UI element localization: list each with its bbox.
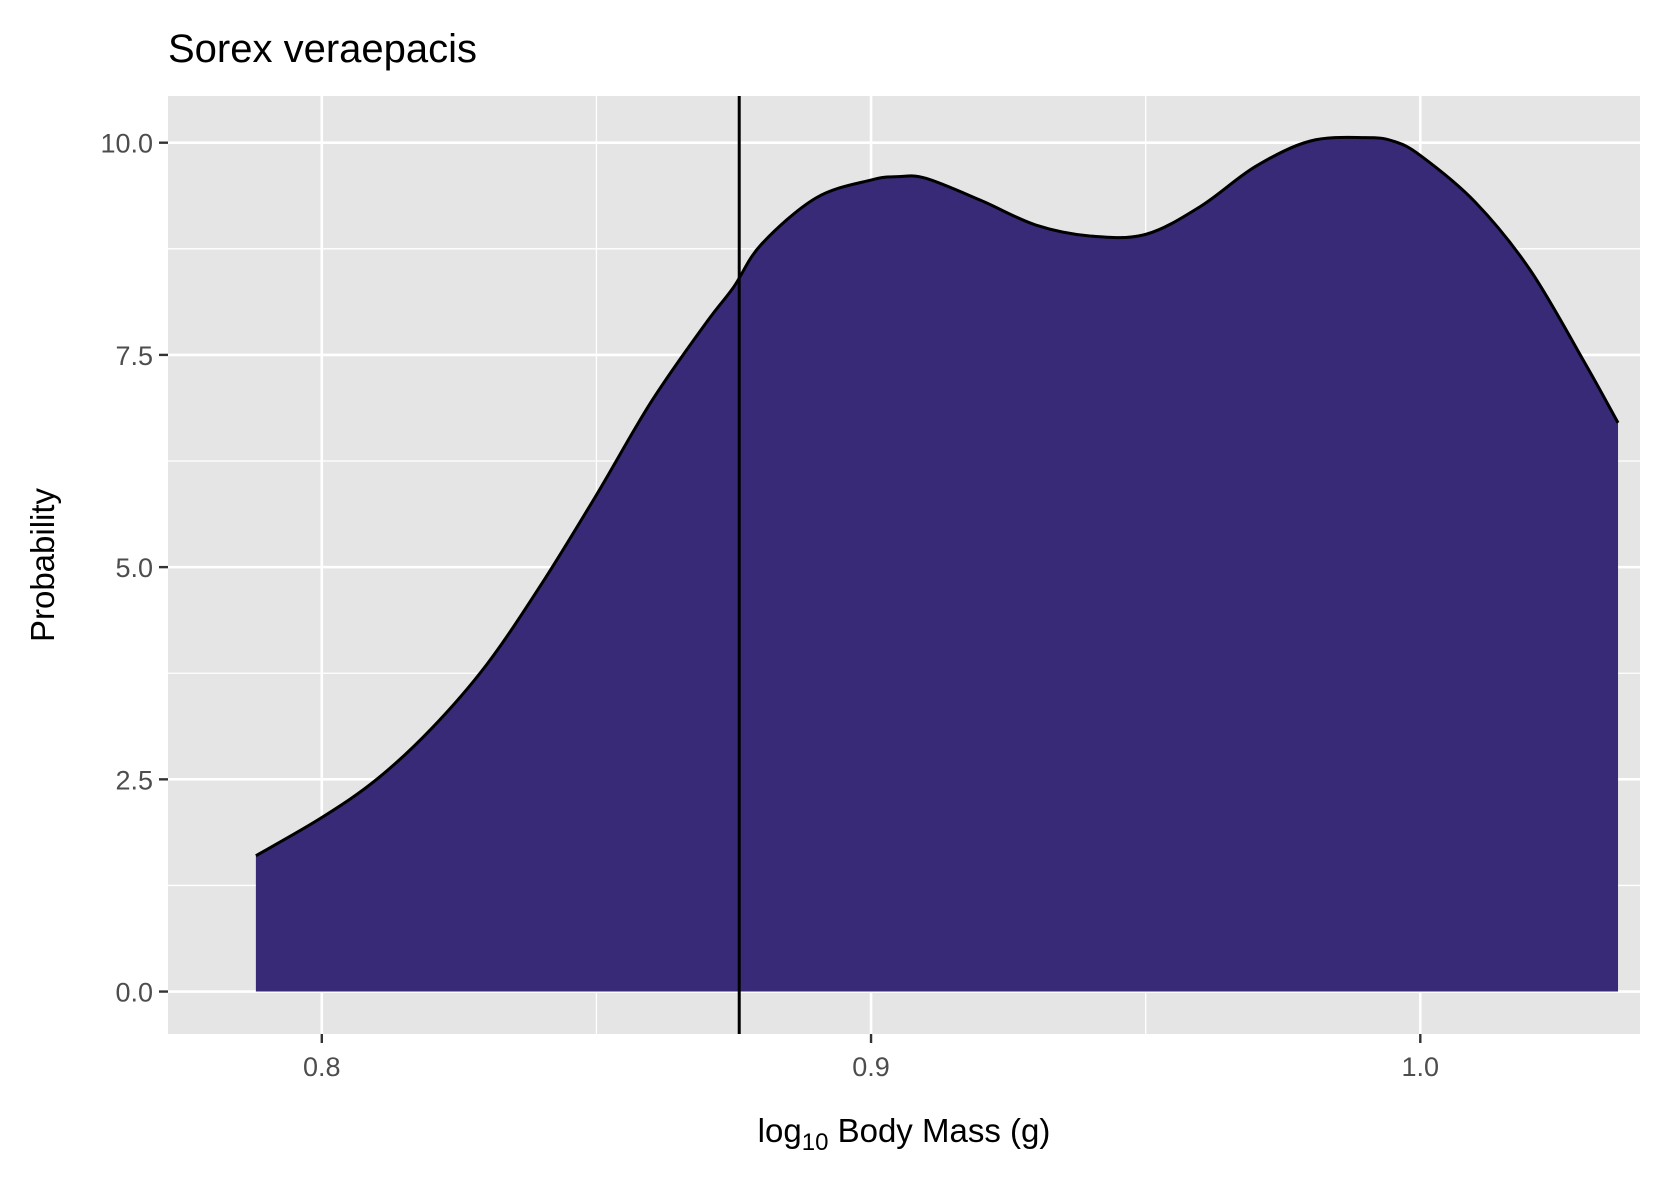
x-tick-label: 0.8 (303, 1052, 341, 1082)
density-curve (255, 135, 1620, 858)
x-axis-title-rest: Body Mass (g) (828, 1112, 1050, 1149)
x-axis-title: log10 Body Mass (g) (758, 1112, 1051, 1156)
x-axis-ticks: 0.8 0.9 1.0 (303, 1034, 1439, 1082)
chart-title: Sorex veraepacis (168, 27, 477, 71)
x-axis-title-log: log (758, 1112, 802, 1149)
x-tick-label: 1.0 (1402, 1052, 1440, 1082)
x-axis-title-subscript: 10 (802, 1129, 829, 1156)
y-axis-ticks: 0.0 2.5 5.0 7.5 10.0 (100, 129, 168, 1008)
density-area (255, 137, 1619, 992)
y-tick-label: 10.0 (100, 129, 153, 159)
x-tick-label: 0.9 (852, 1052, 890, 1082)
y-tick-label: 0.0 (115, 978, 153, 1008)
y-tick-label: 7.5 (115, 341, 153, 371)
y-tick-label: 2.5 (115, 765, 153, 795)
y-tick-label: 5.0 (115, 553, 153, 583)
y-axis-title: Probability (24, 487, 61, 642)
